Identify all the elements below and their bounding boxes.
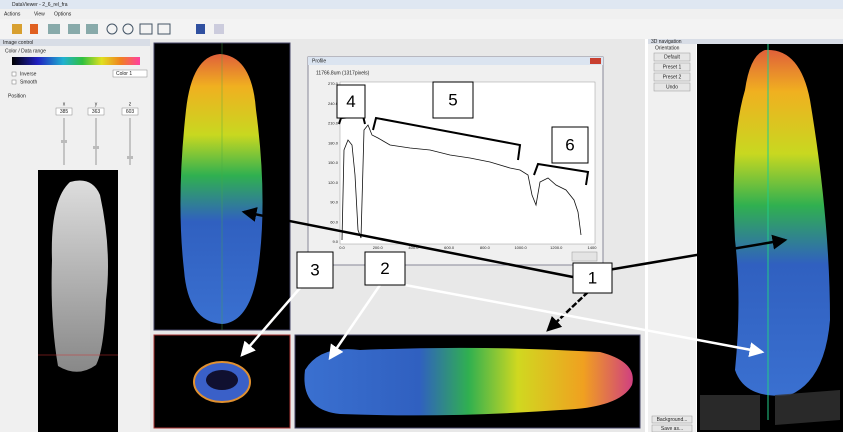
profile-length: 11766.8um (1317pixels) [316, 70, 370, 76]
label: Color / Data range [5, 48, 46, 54]
checkbox[interactable] [12, 72, 16, 76]
dialog-title-bar [308, 57, 603, 65]
y-tick-label: 180.0 [328, 140, 339, 145]
menu-item[interactable]: Options [54, 11, 72, 17]
y-tick-label: 150.0 [328, 160, 339, 165]
axis-value: 603 [126, 109, 135, 115]
dialog-button[interactable] [572, 252, 597, 261]
x-tick-label: 1000.0 [514, 245, 527, 250]
close-button[interactable] [590, 58, 601, 64]
annotation-label: 6 [565, 135, 574, 154]
checkbox-label: Smooth [20, 79, 37, 85]
button-label: Preset 2 [663, 74, 682, 80]
window-title: DataViewer - 2_6_rel_fra [12, 2, 68, 8]
label: Orientation [655, 45, 680, 51]
x-tick-label: 600.0 [444, 245, 455, 250]
x-tick-label: 1200.0 [550, 245, 563, 250]
navigation-panel [648, 39, 696, 432]
annotation-label: 4 [346, 92, 355, 111]
annotation-label: 2 [380, 259, 389, 278]
screen: DataViewer - 2_6_rel_fra Actions View Op… [0, 0, 843, 432]
checkbox[interactable] [12, 80, 16, 84]
y-tick-label: 60.0 [330, 219, 339, 224]
x-tick-label: 800.0 [480, 245, 491, 250]
page: DataViewer - 2_6_rel_fra Actions View Op… [0, 0, 843, 432]
color-bar [12, 57, 140, 65]
annotation-label: 3 [310, 260, 319, 279]
axis-value: 385 [60, 109, 69, 115]
x-tick-label: 0.0 [339, 245, 345, 250]
dropdown-value: Color 1 [116, 71, 132, 77]
y-tick-label: 9.0 [332, 239, 338, 244]
x-tick-label: 200.0 [373, 245, 384, 250]
menu-bar [0, 9, 843, 19]
toolbar [0, 19, 843, 39]
y-tick-label: 210.0 [328, 121, 339, 126]
grayscale-larva [52, 181, 108, 372]
button-label: Background... [657, 417, 688, 423]
button-label: Save as... [661, 426, 683, 432]
menu-item[interactable]: Actions [4, 11, 21, 17]
button-label: Preset 1 [663, 64, 682, 70]
x-tick-label: 1400 [588, 245, 598, 250]
button-label: Default [664, 54, 680, 60]
menu-item[interactable]: View [34, 11, 45, 17]
button-label: Undo [666, 84, 678, 90]
label: Position [8, 93, 26, 99]
annotation-label: 5 [448, 90, 457, 109]
panel-title: Image control [3, 40, 33, 46]
dialog-title: Profile [312, 58, 326, 64]
title-bar [0, 0, 843, 9]
y-tick-label: 120.0 [328, 180, 339, 185]
annotation-label: 1 [588, 268, 597, 287]
panel-title: 3D navigation [651, 39, 682, 45]
larva-xy [180, 54, 262, 324]
checkbox-label: Inverse [20, 71, 37, 77]
axis-value: 363 [92, 109, 101, 115]
y-tick-label: 90.0 [330, 200, 339, 205]
larva-yz [304, 348, 632, 415]
